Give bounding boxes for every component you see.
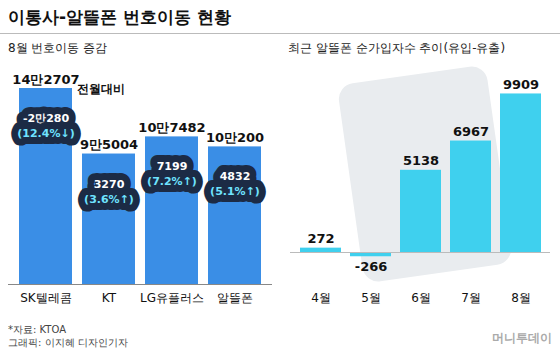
svg-text:10만7482: 10만7482 (138, 120, 205, 135)
svg-text:9909: 9909 (503, 77, 539, 92)
svg-text:(7.2%↑)7.2: (7.2%↑)7.2 (147, 175, 197, 188)
svg-text:LG유플러스: LG유플러스 (140, 291, 204, 305)
svg-text:6967: 6967 (453, 124, 489, 139)
html-text:최근 알뜰폰 순가입자수 추이(유입-유출): 최근 알뜰폰 순가입자수 추이(유입-유출) (288, 41, 506, 55)
html-text:*자료: KTOA: *자료: KTOA (8, 324, 66, 335)
svg-text:SK텔레콤: SK텔레콤 (20, 291, 72, 305)
svg-text:5138: 5138 (403, 153, 439, 168)
html-text:8월 번호이동 증감: 8월 번호이동 증감 (8, 41, 108, 55)
svg-text:(3.6%↑)3.6: (3.6%↑)3.6 (84, 193, 134, 206)
svg-text:10만200: 10만200 (206, 130, 264, 145)
svg-text:(12.4%↓)-12.4: (12.4%↓)-12.4 (17, 127, 74, 140)
svg-text:5월: 5월 (361, 291, 381, 305)
svg-text:14만2707: 14만2707 (12, 72, 79, 87)
svg-text:8월: 8월 (511, 291, 531, 305)
html-text:머니투데이: 머니투데이 (492, 331, 552, 345)
svg-text:알뜰폰: 알뜰폰 (217, 291, 253, 305)
svg-text:32703270: 32703270 (94, 178, 125, 191)
html-text:이통사-알뜰폰 번호이동 현황: 이통사-알뜰폰 번호이동 현황 (8, 7, 231, 27)
svg-text:48324832: 48324832 (220, 170, 251, 183)
svg-text:-2만280-20280: -2만280-20280 (23, 112, 70, 125)
svg-text:(5.1%↑)5.1: (5.1%↑)5.1 (210, 185, 260, 198)
svg-text:전월대비: 전월대비 (77, 82, 125, 96)
svg-text:4월: 4월 (311, 291, 331, 305)
svg-text:7월: 7월 (461, 291, 481, 305)
svg-text:9만5004: 9만5004 (80, 137, 138, 152)
svg-text:KT: KT (102, 291, 117, 305)
svg-text:6월: 6월 (411, 291, 431, 305)
svg-text:-266: -266 (355, 259, 388, 274)
svg-text:71997199: 71997199 (157, 160, 188, 173)
svg-text:272: 272 (307, 231, 334, 246)
html-text:그래픽: 이지혜 디자인기자: 그래픽: 이지혜 디자인기자 (8, 337, 128, 348)
